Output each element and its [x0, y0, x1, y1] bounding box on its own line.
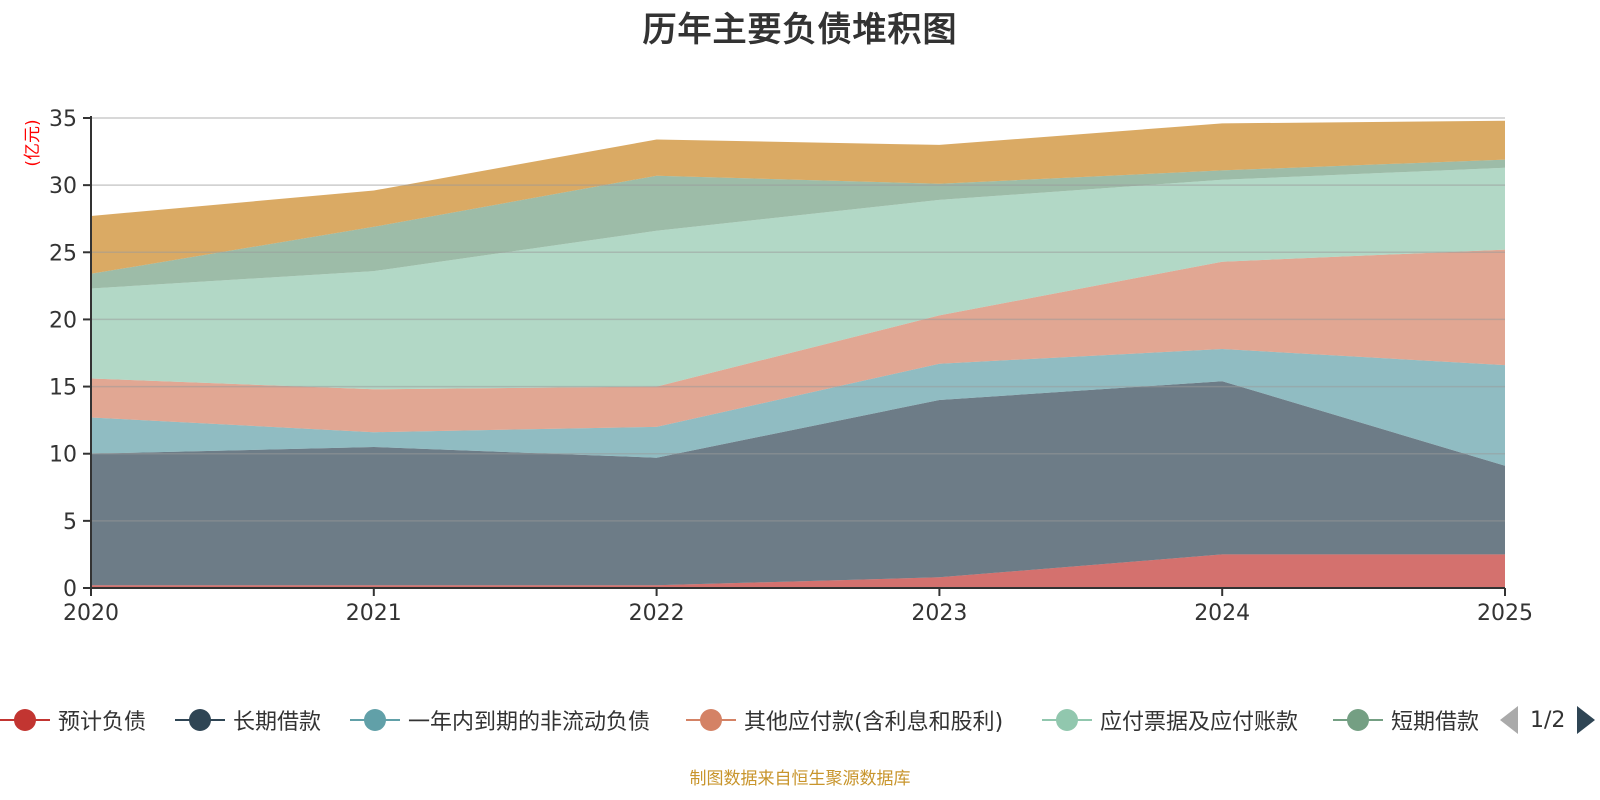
y-tick-label: 30 [49, 174, 77, 199]
legend-item[interactable]: 应付票据及应付账款 [1042, 700, 1298, 740]
legend-item[interactable]: 预计负债 [0, 700, 146, 740]
area-series-4 [91, 249, 1505, 433]
x-tick-label: 2024 [1194, 601, 1250, 626]
legend: 预计负债 长期借款 一年内到期的非流动负债 其他应付款(含利息和股利) 应付票据及应付账… [0, 700, 1600, 740]
x-tick-label: 2021 [346, 601, 402, 626]
legend-marker-icon [1042, 708, 1092, 732]
area-series-3 [91, 349, 1505, 466]
area-series-7 [91, 120, 1505, 274]
legend-marker-icon [686, 708, 736, 732]
triangle-right-icon[interactable] [1577, 706, 1596, 734]
legend-item[interactable]: 长期借款 [175, 700, 321, 740]
legend-page-indicator: 1/2 [1530, 707, 1566, 733]
area-series-6 [91, 159, 1505, 289]
x-tick-label: 2020 [63, 601, 119, 626]
x-tick-label: 2022 [629, 601, 685, 626]
legend-label: 长期借款 [233, 710, 322, 735]
legend-label: 其他应付款(含利息和股利) [744, 710, 1004, 735]
source-note: 制图数据来自恒生聚源数据库 [689, 769, 911, 789]
legend-marker-icon [0, 708, 50, 732]
y-tick-label: 0 [63, 577, 77, 602]
y-tick-label: 25 [49, 241, 77, 266]
y-tick-label: 15 [49, 376, 77, 401]
triangle-left-icon[interactable] [1500, 706, 1518, 734]
y-tick-label: 5 [63, 510, 77, 535]
legend-item[interactable]: 其他应付款(含利息和股利) [686, 700, 1003, 740]
x-tick-label: 2023 [911, 601, 967, 626]
legend-item[interactable]: 一年内到期的非流动负债 [350, 700, 650, 740]
y-tick-label: 20 [49, 308, 77, 333]
area-series-5 [91, 167, 1505, 390]
legend-marker-icon [1333, 708, 1383, 732]
area-series-2 [91, 381, 1505, 586]
legend-marker-icon [175, 708, 225, 732]
legend-pager: 1/2 [1500, 700, 1596, 740]
y-tick-label: 35 [49, 107, 77, 132]
legend-label: 预计负债 [58, 710, 147, 735]
area-series-group [91, 120, 1505, 588]
y-axis-label: (亿元) [23, 119, 43, 166]
legend-item[interactable]: 短期借款 [1333, 700, 1478, 740]
legend-label: 一年内到期的非流动负债 [408, 710, 651, 735]
area-series-1 [91, 554, 1505, 588]
y-tick-label: 10 [49, 443, 77, 468]
chart-title: 历年主要负债堆积图 [642, 10, 958, 50]
legend-label: 短期借款 [1391, 710, 1478, 735]
x-tick-label: 2025 [1477, 601, 1533, 626]
legend-label: 应付票据及应付账款 [1100, 710, 1299, 735]
legend-items: 预计负债 长期借款 一年内到期的非流动负债 其他应付款(含利息和股利) 应付票据及应付账… [0, 700, 1478, 740]
legend-marker-icon [350, 708, 400, 732]
